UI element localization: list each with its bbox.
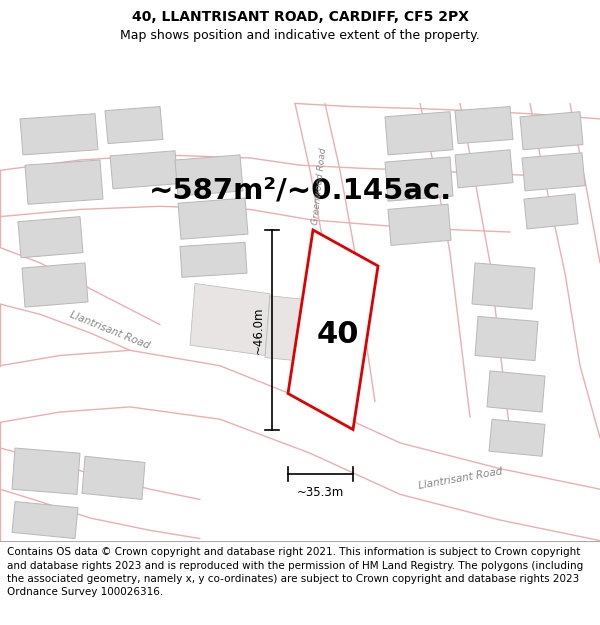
Text: 40, LLANTRISANT ROAD, CARDIFF, CF5 2PX: 40, LLANTRISANT ROAD, CARDIFF, CF5 2PX bbox=[131, 10, 469, 24]
Polygon shape bbox=[110, 151, 178, 189]
Polygon shape bbox=[455, 150, 513, 188]
Text: ~587m²/~0.145ac.: ~587m²/~0.145ac. bbox=[148, 177, 452, 205]
Polygon shape bbox=[190, 284, 270, 356]
Text: Llantrisant Road: Llantrisant Road bbox=[68, 309, 151, 351]
Polygon shape bbox=[105, 106, 163, 144]
Polygon shape bbox=[265, 296, 330, 364]
Text: Map shows position and indicative extent of the property.: Map shows position and indicative extent… bbox=[120, 29, 480, 42]
Polygon shape bbox=[475, 316, 538, 361]
Polygon shape bbox=[524, 194, 578, 229]
Polygon shape bbox=[522, 153, 585, 191]
Text: 40: 40 bbox=[317, 321, 359, 349]
Polygon shape bbox=[489, 419, 545, 456]
Polygon shape bbox=[472, 263, 535, 309]
Polygon shape bbox=[82, 456, 145, 499]
Polygon shape bbox=[388, 204, 451, 246]
Text: Greenwood Road: Greenwood Road bbox=[311, 147, 329, 225]
Polygon shape bbox=[520, 112, 583, 150]
Text: ~35.3m: ~35.3m bbox=[297, 486, 344, 499]
Polygon shape bbox=[25, 160, 103, 204]
Polygon shape bbox=[385, 157, 453, 201]
Polygon shape bbox=[385, 112, 453, 155]
Polygon shape bbox=[18, 217, 83, 258]
Polygon shape bbox=[12, 501, 78, 539]
Text: Contains OS data © Crown copyright and database right 2021. This information is : Contains OS data © Crown copyright and d… bbox=[7, 548, 583, 597]
Polygon shape bbox=[12, 448, 80, 494]
Polygon shape bbox=[175, 155, 243, 196]
Polygon shape bbox=[487, 371, 545, 412]
Polygon shape bbox=[288, 230, 378, 429]
Polygon shape bbox=[455, 106, 513, 144]
Polygon shape bbox=[180, 242, 247, 278]
Text: ~46.0m: ~46.0m bbox=[251, 306, 265, 354]
Polygon shape bbox=[178, 198, 248, 239]
Text: Llantrisant Road: Llantrisant Road bbox=[417, 467, 503, 491]
Polygon shape bbox=[22, 263, 88, 307]
Polygon shape bbox=[20, 114, 98, 155]
